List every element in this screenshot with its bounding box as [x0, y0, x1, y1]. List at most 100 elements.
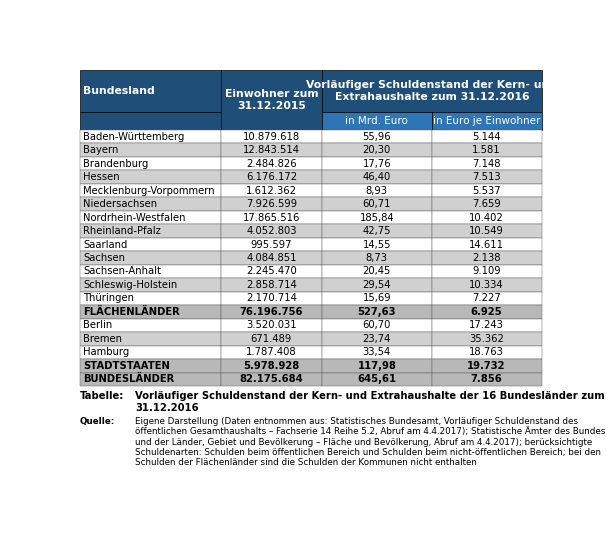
Text: 1.581: 1.581	[472, 145, 501, 155]
Text: 20,45: 20,45	[362, 266, 391, 276]
Bar	[221, 252, 322, 265]
Bar	[79, 319, 221, 332]
Text: 7.659: 7.659	[472, 199, 501, 209]
Bar	[221, 332, 322, 346]
Bar	[322, 112, 431, 130]
Bar	[322, 332, 431, 346]
Bar	[79, 197, 221, 211]
Text: 76.196.756: 76.196.756	[239, 307, 303, 317]
Bar	[431, 252, 542, 265]
Text: 2.245.470: 2.245.470	[246, 266, 297, 276]
Bar	[79, 224, 221, 238]
Text: Schleswig-Holstein: Schleswig-Holstein	[84, 280, 178, 290]
Text: Hessen: Hessen	[84, 172, 120, 182]
Text: Thüringen: Thüringen	[84, 294, 135, 304]
Text: 82.175.684: 82.175.684	[239, 375, 303, 384]
Bar	[431, 265, 542, 278]
Bar	[322, 197, 431, 211]
Bar	[431, 359, 542, 372]
Bar	[431, 305, 542, 319]
Bar	[221, 143, 322, 157]
Bar	[322, 359, 431, 372]
Text: 35.362: 35.362	[469, 334, 504, 344]
Text: 29,54: 29,54	[362, 280, 391, 290]
Text: 18.763: 18.763	[469, 347, 504, 357]
Text: Saarland: Saarland	[84, 239, 128, 249]
Bar	[431, 211, 542, 224]
Bar	[322, 157, 431, 171]
Bar	[322, 292, 431, 305]
Text: 6.925: 6.925	[471, 307, 502, 317]
Text: Niedersachsen: Niedersachsen	[84, 199, 158, 209]
Text: 117,98: 117,98	[358, 361, 396, 371]
Text: 8,73: 8,73	[366, 253, 388, 263]
Text: 17.243: 17.243	[469, 320, 504, 330]
Bar	[221, 184, 322, 197]
Text: 23,74: 23,74	[362, 334, 391, 344]
Bar	[79, 292, 221, 305]
Text: 671.489: 671.489	[251, 334, 292, 344]
Text: Vorläufiger Schuldenstand der Kern- und
Extrahaushalte zum 31.12.2016: Vorläufiger Schuldenstand der Kern- und …	[306, 80, 558, 102]
Text: 7.148: 7.148	[472, 158, 501, 168]
Bar	[431, 224, 542, 238]
Bar	[79, 332, 221, 346]
Bar	[322, 130, 431, 143]
Text: 1.787.408: 1.787.408	[246, 347, 296, 357]
Bar	[431, 238, 542, 252]
Text: 7.513: 7.513	[472, 172, 501, 182]
Bar	[322, 224, 431, 238]
Bar	[79, 359, 221, 372]
Text: 15,69: 15,69	[362, 294, 391, 304]
Text: 645,61: 645,61	[358, 375, 396, 384]
Text: 2.858.714: 2.858.714	[246, 280, 297, 290]
Bar	[322, 252, 431, 265]
Bar	[431, 112, 542, 130]
Text: Berlin: Berlin	[84, 320, 113, 330]
Bar	[322, 70, 542, 112]
Bar	[221, 319, 322, 332]
Bar	[322, 305, 431, 319]
Text: 6.176.172: 6.176.172	[246, 172, 297, 182]
Bar	[79, 252, 221, 265]
Bar	[221, 372, 322, 386]
Text: 2.138: 2.138	[472, 253, 501, 263]
Bar	[431, 157, 542, 171]
Text: STADTSTAATEN: STADTSTAATEN	[84, 361, 170, 371]
Bar	[79, 157, 221, 171]
Bar	[431, 319, 542, 332]
Text: 7.227: 7.227	[472, 294, 501, 304]
Text: Hamburg: Hamburg	[84, 347, 130, 357]
Bar	[79, 211, 221, 224]
Text: 12.843.514: 12.843.514	[243, 145, 300, 155]
Text: Bundesland: Bundesland	[84, 86, 155, 96]
Text: 5.144: 5.144	[472, 132, 501, 142]
Text: Sachsen-Anhalt: Sachsen-Anhalt	[84, 266, 161, 276]
Bar	[79, 372, 221, 386]
Text: 55,96: 55,96	[362, 132, 391, 142]
Bar	[221, 171, 322, 184]
Text: 10.549: 10.549	[469, 226, 504, 236]
Text: Bayern: Bayern	[84, 145, 119, 155]
Text: Quelle:: Quelle:	[79, 417, 115, 426]
Bar	[79, 130, 221, 143]
Bar	[431, 197, 542, 211]
Bar	[431, 372, 542, 386]
Text: Einwohner zum
31.12.2015: Einwohner zum 31.12.2015	[224, 89, 318, 111]
Bar	[431, 143, 542, 157]
Text: 4.084.851: 4.084.851	[246, 253, 296, 263]
Bar	[322, 319, 431, 332]
Bar	[221, 278, 322, 292]
Text: 10.879.618: 10.879.618	[243, 132, 300, 142]
Text: Eigene Darstellung (Daten entnommen aus: Statistisches Bundesamt, Vorläufiger Sc: Eigene Darstellung (Daten entnommen aus:…	[135, 417, 606, 468]
Text: Vorläufiger Schuldenstand der Kern- und Extrahaushalte der 16 Bundesländer zum
3: Vorläufiger Schuldenstand der Kern- und …	[135, 392, 605, 413]
Bar	[431, 346, 542, 359]
Text: Mecklenburg-Vorpommern: Mecklenburg-Vorpommern	[84, 186, 215, 196]
Bar	[79, 70, 221, 112]
Bar	[221, 157, 322, 171]
Bar	[322, 265, 431, 278]
Bar	[221, 224, 322, 238]
Bar	[221, 265, 322, 278]
Bar	[322, 372, 431, 386]
Text: 9.109: 9.109	[472, 266, 501, 276]
Text: 185,84: 185,84	[359, 213, 394, 223]
